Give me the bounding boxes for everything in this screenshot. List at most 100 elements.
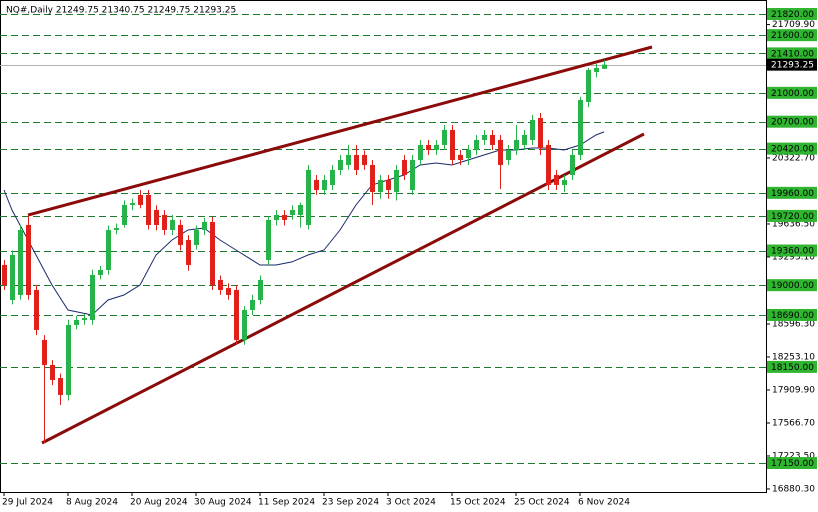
candle-body: [482, 134, 487, 140]
candle-body: [50, 364, 55, 380]
x-tick-label: 20 Aug 2024: [130, 498, 188, 508]
candle-body: [354, 154, 359, 170]
candle-body: [490, 134, 495, 145]
y-tick-label: 17223.50: [772, 451, 815, 461]
candle-body: [10, 254, 15, 300]
candle-body: [402, 159, 407, 175]
candle-body: [378, 179, 383, 192]
candle-body: [474, 139, 479, 150]
y-tick-label: 19293.10: [772, 252, 815, 262]
level-label-box: [767, 29, 817, 42]
candle-body: [538, 118, 543, 149]
candle-body: [370, 164, 375, 192]
level-label-box: [767, 142, 817, 155]
candle-body: [274, 214, 279, 220]
x-tick-label: 8 Aug 2024: [66, 498, 118, 508]
level-label: 21000.00: [771, 89, 814, 99]
level-label: 20700.00: [771, 118, 814, 128]
level-label: 19960.00: [771, 189, 814, 199]
candle-body: [106, 229, 111, 270]
chart-title: NQ#,Daily 21249.75 21340.75 21249.75 212…: [6, 6, 236, 16]
candle-body: [506, 149, 511, 160]
plot-frame: [0, 0, 767, 493]
candle-body: [258, 279, 263, 300]
candle-body: [98, 269, 103, 275]
candle-body: [170, 219, 175, 230]
candle-body: [418, 144, 423, 160]
level-label: 19360.00: [771, 247, 814, 257]
level-label: 20420.00: [771, 145, 814, 155]
candles: [2, 60, 607, 444]
y-tick-label: 20322.70: [772, 153, 815, 163]
candle-body: [154, 209, 159, 225]
candle-body: [26, 224, 31, 295]
level-label-box: [767, 308, 817, 321]
level-label-box: [767, 8, 817, 20]
level-label-box: [767, 186, 817, 199]
candle-body: [250, 299, 255, 310]
levels: [0, 14, 766, 464]
trendline: [27, 45, 653, 217]
candle-body: [2, 264, 7, 285]
candle-body: [266, 219, 271, 260]
candle-body: [146, 194, 151, 225]
candle-body: [114, 228, 119, 230]
candle-body: [322, 179, 327, 190]
candle-body: [338, 159, 343, 170]
candle-body: [554, 174, 559, 185]
candle-body: [426, 144, 431, 150]
y-tick-label: 19636.50: [772, 219, 815, 229]
candle-body: [394, 169, 399, 192]
candle-body: [410, 159, 415, 190]
candle-body: [202, 221, 207, 230]
candle-body: [226, 288, 231, 295]
candle-body: [530, 119, 535, 140]
candle-body: [498, 139, 503, 165]
candle-body: [362, 154, 367, 165]
x-tick-label: 15 Oct 2024: [450, 498, 506, 508]
candle-body: [90, 274, 95, 320]
candle-body: [42, 339, 47, 365]
level-label: 21410.00: [771, 49, 814, 59]
candle-body: [442, 129, 447, 145]
level-label-box: [767, 279, 817, 292]
y-tick-label: 21709.90: [772, 20, 815, 30]
candle-body: [82, 318, 87, 320]
y-tick-label: 18253.10: [772, 352, 815, 362]
last-price-box: [767, 58, 817, 71]
candle-body: [306, 169, 311, 225]
level-label: 21820.00: [771, 10, 814, 20]
candle-body: [450, 129, 455, 160]
y-tick-label: 17909.90: [772, 385, 815, 395]
x-tick-label: 6 Nov 2024: [578, 498, 630, 508]
candle-body: [386, 179, 391, 190]
candle-body: [602, 64, 607, 69]
level-label-box: [767, 86, 817, 99]
x-tick-label: 11 Sep 2024: [258, 498, 315, 508]
candle-body: [218, 279, 223, 290]
candle-body: [594, 68, 599, 72]
level-label-box: [767, 244, 817, 257]
candle-body: [138, 194, 143, 205]
last-price-label: 21293.25: [771, 61, 814, 71]
candle-body: [282, 214, 287, 220]
candle-body: [466, 149, 471, 159]
candle-body: [298, 204, 303, 215]
y-tick-label: 18596.30: [772, 319, 815, 329]
level-label: 19000.00: [771, 281, 814, 291]
level-label-box: [767, 457, 817, 470]
candle-body: [562, 179, 567, 185]
trendline: [41, 132, 645, 445]
candle-body: [18, 229, 23, 295]
y-tick-label: 17566.70: [772, 418, 815, 428]
candle-body: [194, 229, 199, 245]
candle-body: [546, 144, 551, 185]
x-tick-label: 29 Jul 2024: [2, 498, 53, 508]
candle-body: [178, 224, 183, 245]
candle-body: [74, 319, 79, 325]
price-axis: 21709.90 20322.70 19636.50 19293.10 18596.30…: [766, 8, 817, 494]
y-tick-label: 16880.30: [772, 484, 815, 494]
candle-body: [34, 289, 39, 330]
candle-body: [578, 99, 583, 155]
candle-body: [586, 69, 591, 102]
